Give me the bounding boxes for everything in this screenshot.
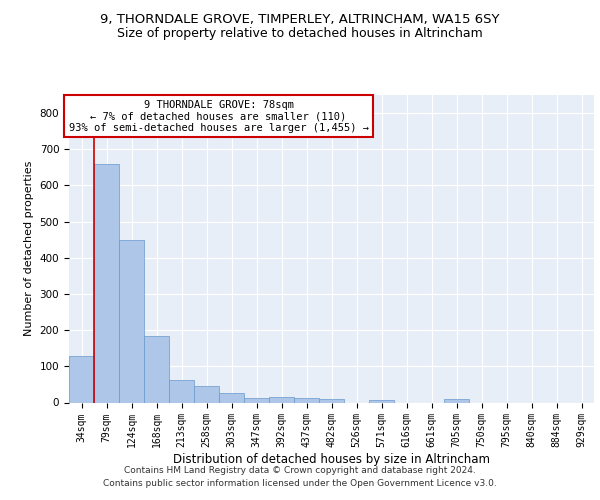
Bar (444, 399, 469, 402)
Text: 9, THORNDALE GROVE, TIMPERLEY, ALTRINCHAM, WA15 6SY: 9, THORNDALE GROVE, TIMPERLEY, ALTRINCHA… (100, 12, 500, 26)
Bar (144, 336, 169, 402)
Bar (369, 400, 394, 402)
Bar (69, 356, 94, 403)
X-axis label: Distribution of detached houses by size in Altrincham: Distribution of detached houses by size … (173, 453, 490, 466)
Text: Size of property relative to detached houses in Altrincham: Size of property relative to detached ho… (117, 28, 483, 40)
Bar (169, 380, 194, 402)
Bar (294, 398, 319, 402)
Bar (194, 386, 219, 402)
Y-axis label: Number of detached properties: Number of detached properties (24, 161, 34, 336)
Bar (244, 398, 269, 402)
Text: Contains HM Land Registry data © Crown copyright and database right 2024.
Contai: Contains HM Land Registry data © Crown c… (103, 466, 497, 487)
Bar (319, 399, 344, 402)
Bar (269, 398, 294, 402)
Bar (94, 164, 119, 402)
Bar (119, 240, 144, 402)
Bar (219, 392, 244, 402)
Text: 9 THORNDALE GROVE: 78sqm
← 7% of detached houses are smaller (110)
93% of semi-d: 9 THORNDALE GROVE: 78sqm ← 7% of detache… (68, 100, 368, 133)
